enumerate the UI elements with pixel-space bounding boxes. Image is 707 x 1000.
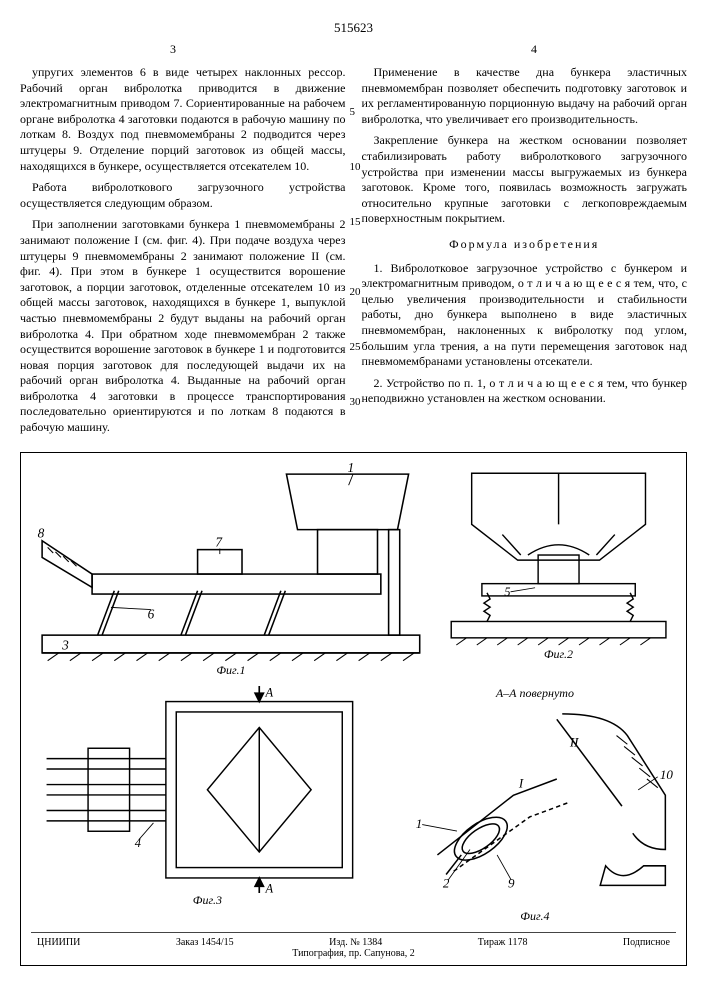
page-left: 3 [170, 42, 176, 57]
fig3-svg: А А 4 [31, 686, 384, 894]
fig4-label: Фиг.4 [394, 909, 676, 924]
line-num: 10 [350, 160, 361, 174]
svg-text:3: 3 [61, 637, 69, 652]
claim: 2. Устройство по п. 1, о т л и ч а ю щ е… [362, 376, 688, 407]
line-num: 15 [350, 215, 361, 229]
left-column: упругих элементов 6 в виде четырех накло… [20, 65, 346, 442]
fig3-label: Фиг.3 [31, 893, 384, 908]
svg-text:6: 6 [148, 606, 155, 621]
svg-text:1: 1 [348, 463, 355, 475]
right-column: 5 10 15 20 25 30 Применение в качестве д… [362, 65, 688, 442]
footer-tirazh: Тираж 1178 [478, 937, 528, 948]
fig2-svg: 5 [441, 463, 676, 647]
para: Закрепление бункера на жестком основании… [362, 133, 688, 227]
page-right: 4 [531, 42, 537, 57]
footer-podpis: Подписное [623, 937, 670, 948]
figures-panel: 1 3 6 7 8 Фиг.1 [20, 452, 687, 966]
para: упругих элементов 6 в виде четырех накло… [20, 65, 346, 174]
footer-izd: Изд. № 1384 [329, 937, 382, 948]
svg-text:А: А [264, 881, 273, 893]
figure-2: 5 Фиг.2 [441, 463, 676, 678]
claim: 1. Вибролотковое загрузочное устройство … [362, 261, 688, 370]
figure-3: А А 4 Фиг.3 [31, 686, 384, 924]
svg-text:5: 5 [504, 585, 510, 599]
patent-number: 515623 [20, 20, 687, 36]
fig1-label: Фиг.1 [31, 663, 431, 678]
svg-text:2: 2 [443, 875, 450, 890]
svg-text:А: А [264, 686, 273, 699]
footer: ЦНИИПИ Заказ 1454/15 Изд. № 1384 Тираж 1… [31, 932, 676, 959]
footer-order: Заказ 1454/15 [176, 937, 234, 948]
svg-text:10: 10 [660, 767, 674, 782]
para: Работа вибролоткового загрузочного устро… [20, 180, 346, 211]
svg-text:7: 7 [215, 534, 223, 549]
svg-text:I: I [518, 775, 524, 790]
footer-org: ЦНИИПИ [37, 937, 80, 948]
para: Применение в качестве дна бункера эласти… [362, 65, 688, 127]
svg-text:9: 9 [508, 875, 515, 890]
svg-text:1: 1 [415, 815, 422, 830]
svg-text:8: 8 [38, 525, 45, 540]
svg-text:II: II [569, 734, 579, 749]
fig4-svg: 1 2 9 10 I II [394, 703, 676, 909]
fig-row-top: 1 3 6 7 8 Фиг.1 [31, 463, 676, 678]
fig1-svg: 1 3 6 7 8 [31, 463, 431, 663]
footer-typo: Типография, пр. Сапунова, 2 [31, 948, 676, 959]
para: При заполнении заготовками бункера 1 пне… [20, 217, 346, 435]
fig2-label: Фиг.2 [441, 647, 676, 662]
line-num: 30 [350, 395, 361, 409]
body-columns: упругих элементов 6 в виде четырех накло… [20, 65, 687, 442]
line-num: 25 [350, 340, 361, 354]
line-num: 5 [350, 105, 356, 119]
line-num: 20 [350, 285, 361, 299]
figure-1: 1 3 6 7 8 Фиг.1 [31, 463, 431, 678]
formula-title: Формула изобретения [362, 237, 688, 253]
fig4-caption: А–А повернуто [394, 686, 676, 701]
page-numbers: 3 4 [20, 42, 687, 57]
fig-row-bottom: А А 4 Фиг.3 А–А повернуто [31, 686, 676, 924]
figure-4: А–А повернуто [394, 686, 676, 924]
